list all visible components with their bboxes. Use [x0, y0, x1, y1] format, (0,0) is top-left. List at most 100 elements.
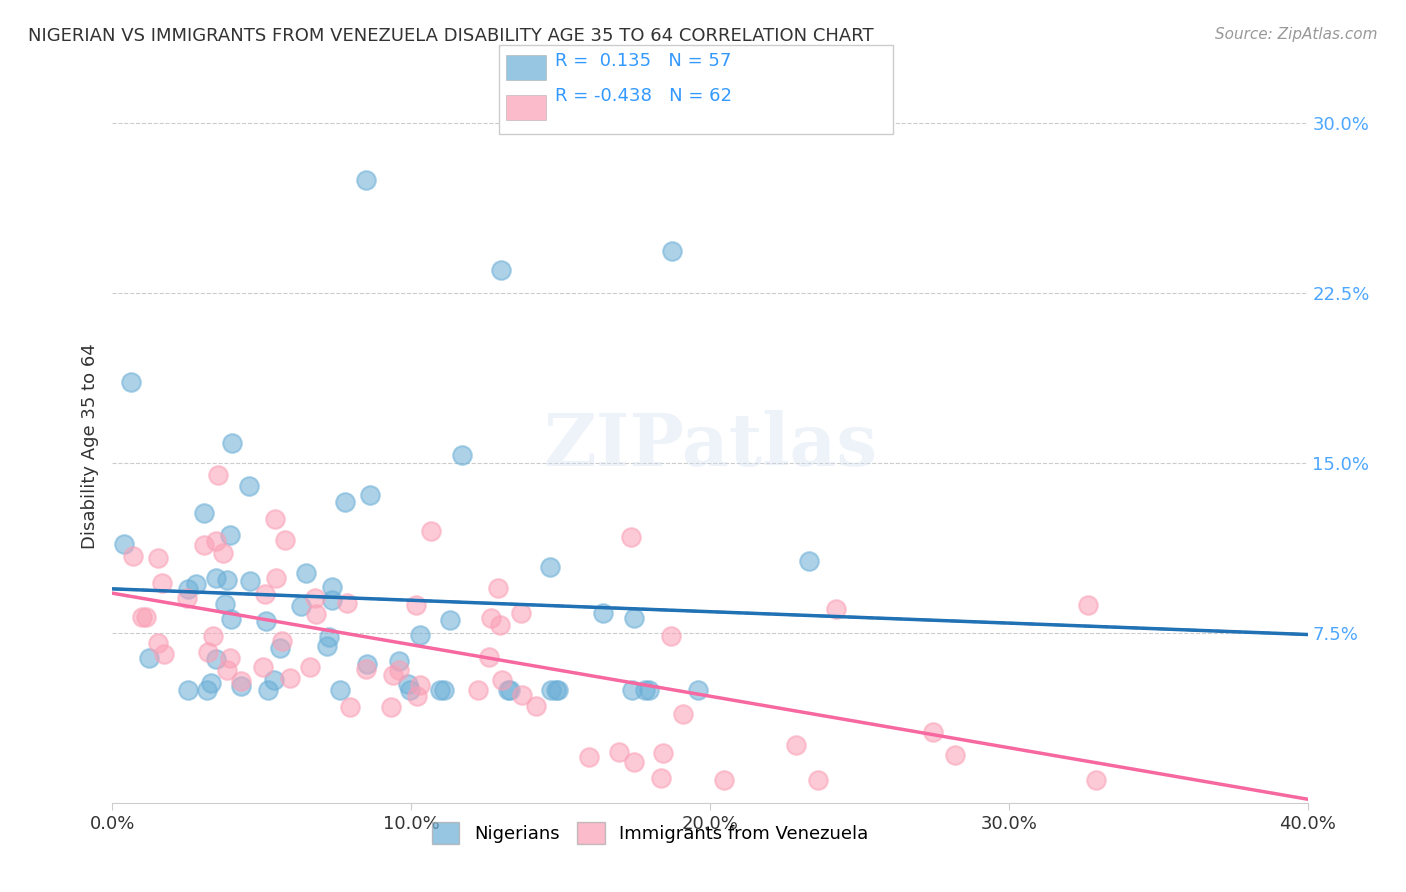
Point	[205, 652, 228, 666]
Point	[215, 574, 238, 588]
Point	[204, 570, 226, 584]
Point	[650, 771, 672, 785]
Point	[252, 660, 274, 674]
Point	[121, 549, 143, 563]
Point	[207, 467, 229, 482]
Point	[271, 634, 294, 648]
Text: ZIPatlas: ZIPatlas	[543, 410, 877, 482]
Point	[380, 700, 402, 714]
Point	[429, 682, 451, 697]
Point	[638, 682, 661, 697]
Point	[651, 746, 673, 760]
Point	[609, 745, 631, 759]
Point	[356, 657, 378, 672]
Point	[478, 650, 501, 665]
Point	[318, 630, 340, 644]
Point	[219, 612, 242, 626]
Point	[315, 639, 337, 653]
Point	[359, 488, 381, 502]
Point	[467, 682, 489, 697]
Point	[486, 582, 509, 596]
Point	[489, 263, 512, 277]
Point	[354, 662, 377, 676]
Point	[238, 479, 260, 493]
Point	[221, 435, 243, 450]
Point	[409, 678, 432, 692]
Point	[538, 559, 561, 574]
Point	[321, 580, 343, 594]
Legend: Nigerians, Immigrants from Venezuela: Nigerians, Immigrants from Venezuela	[425, 814, 876, 851]
Point	[479, 611, 502, 625]
Point	[405, 689, 427, 703]
Point	[405, 599, 427, 613]
Text: NIGERIAN VS IMMIGRANTS FROM VENEZUELA DISABILITY AGE 35 TO 64 CORRELATION CHART: NIGERIAN VS IMMIGRANTS FROM VENEZUELA DI…	[28, 27, 873, 45]
Point	[388, 663, 411, 677]
Point	[305, 607, 328, 621]
Point	[336, 596, 359, 610]
Point	[321, 592, 343, 607]
Point	[540, 682, 562, 697]
Point	[239, 574, 262, 589]
Point	[329, 682, 352, 697]
Point	[214, 598, 236, 612]
Y-axis label: Disability Age 35 to 64: Disability Age 35 to 64	[80, 343, 98, 549]
Point	[231, 673, 253, 688]
Point	[202, 629, 225, 643]
Point	[184, 576, 207, 591]
Point	[263, 673, 285, 687]
Point	[623, 610, 645, 624]
Point	[510, 606, 533, 620]
Point	[825, 602, 848, 616]
Point	[620, 530, 643, 544]
Point	[439, 614, 461, 628]
Point	[943, 748, 966, 763]
Point	[797, 554, 820, 568]
Point	[398, 682, 420, 697]
Point	[290, 599, 312, 614]
Point	[333, 495, 356, 509]
Point	[526, 699, 548, 714]
Point	[280, 671, 302, 685]
Point	[204, 533, 226, 548]
Point	[193, 538, 215, 552]
Point	[499, 682, 522, 697]
Point	[215, 663, 238, 677]
Point	[135, 610, 157, 624]
Point	[273, 533, 295, 548]
Text: R =  0.135   N = 57: R = 0.135 N = 57	[555, 52, 731, 70]
Point	[299, 660, 322, 674]
Point	[356, 173, 378, 187]
Point	[263, 512, 285, 526]
Point	[212, 545, 235, 559]
Point	[304, 591, 326, 605]
Point	[131, 609, 153, 624]
Point	[785, 739, 807, 753]
Text: Source: ZipAtlas.com: Source: ZipAtlas.com	[1215, 27, 1378, 42]
Point	[547, 682, 569, 697]
Point	[176, 591, 198, 605]
Point	[433, 682, 456, 697]
Point	[218, 527, 240, 541]
Point	[578, 749, 600, 764]
Point	[634, 682, 657, 697]
Point	[339, 700, 361, 714]
Point	[382, 668, 405, 682]
Point	[177, 582, 200, 596]
Point	[152, 576, 174, 591]
Point	[200, 675, 222, 690]
Point	[806, 772, 828, 787]
Point	[409, 628, 432, 642]
Point	[176, 682, 198, 697]
Point	[489, 617, 512, 632]
Point	[295, 566, 318, 581]
Point	[138, 651, 160, 665]
Point	[264, 571, 287, 585]
Point	[396, 677, 419, 691]
Point	[257, 682, 280, 697]
Point	[498, 682, 520, 697]
Point	[592, 607, 614, 621]
Point	[146, 550, 169, 565]
Point	[420, 524, 443, 539]
Point	[256, 614, 278, 628]
Point	[269, 641, 291, 656]
